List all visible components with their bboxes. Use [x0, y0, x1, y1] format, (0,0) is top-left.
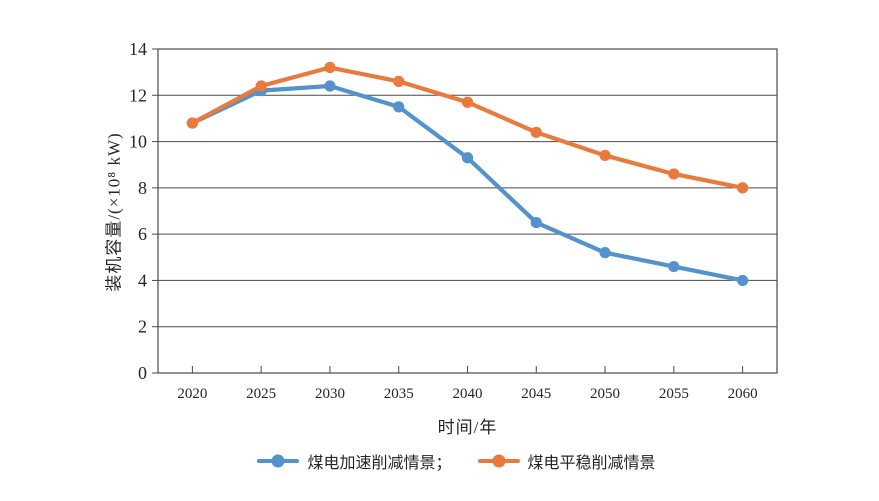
- legend-label-steady-reduction: 煤电平稳削减情景: [527, 455, 656, 472]
- legend-marker-orange-line-icon: [477, 454, 520, 468]
- y-tick-label: 10: [129, 132, 147, 152]
- data-point-s1-2055: [668, 168, 680, 180]
- legend-label-accelerated-reduction: 煤电加速削减情景；: [307, 455, 452, 472]
- y-tick-label: 2: [138, 317, 147, 337]
- data-point-s0-2040: [461, 152, 474, 164]
- x-tick-label: 2030: [315, 386, 345, 402]
- chart-legend: 煤电加速削减情景； 煤电平稳削减情景: [17, 450, 879, 472]
- y-tick-label: 8: [138, 178, 147, 198]
- legend-marker-blue-line-icon: [257, 454, 300, 468]
- legend-item-steady-reduction: 煤电平稳削减情景: [477, 449, 656, 473]
- data-point-s1-2040: [461, 96, 474, 108]
- y-tick-label: 6: [138, 224, 147, 244]
- data-point-s0-2060: [737, 274, 749, 287]
- series-line-0: [190, 83, 745, 283]
- legend-item-accelerated-reduction: 煤电加速削减情景；: [257, 449, 452, 473]
- data-point-s1-2035: [393, 75, 405, 87]
- data-point-s1-2020: [186, 117, 198, 129]
- y-tick-label: 14: [129, 39, 147, 59]
- data-point-s1-2045: [530, 126, 542, 138]
- x-axis-title: 时间/年: [437, 418, 498, 437]
- data-point-s0-2055: [668, 260, 680, 273]
- data-point-s1-2050: [599, 149, 611, 162]
- data-point-s0-2050: [599, 247, 611, 259]
- data-point-s0-2045: [530, 216, 542, 229]
- x-tick-label: 2050: [590, 386, 620, 402]
- data-point-s1-2030: [324, 61, 336, 74]
- x-tick-label: 2035: [384, 386, 414, 402]
- y-tick-label: 4: [138, 270, 147, 290]
- legend-dot-blue-icon: [271, 454, 285, 468]
- x-tick-label: 2040: [453, 386, 483, 402]
- legend-dot-orange-icon: [492, 454, 505, 468]
- x-tick-label: 2020: [177, 386, 207, 402]
- x-tick-label: 2025: [246, 386, 276, 402]
- data-point-s0-2030: [324, 80, 336, 92]
- y-axis-title: 装机容量/(×10⁸ kW): [104, 132, 124, 292]
- x-tick-label: 2060: [728, 386, 758, 402]
- x-tick-label: 2045: [521, 386, 551, 402]
- series-line-1: [190, 65, 745, 190]
- y-tick-label: 12: [129, 85, 147, 105]
- y-tick-label: 0: [138, 363, 147, 383]
- data-point-s1-2060: [737, 182, 749, 194]
- data-point-s1-2025: [255, 80, 267, 92]
- x-tick-label: 2055: [659, 386, 689, 402]
- data-point-s0-2035: [393, 101, 405, 113]
